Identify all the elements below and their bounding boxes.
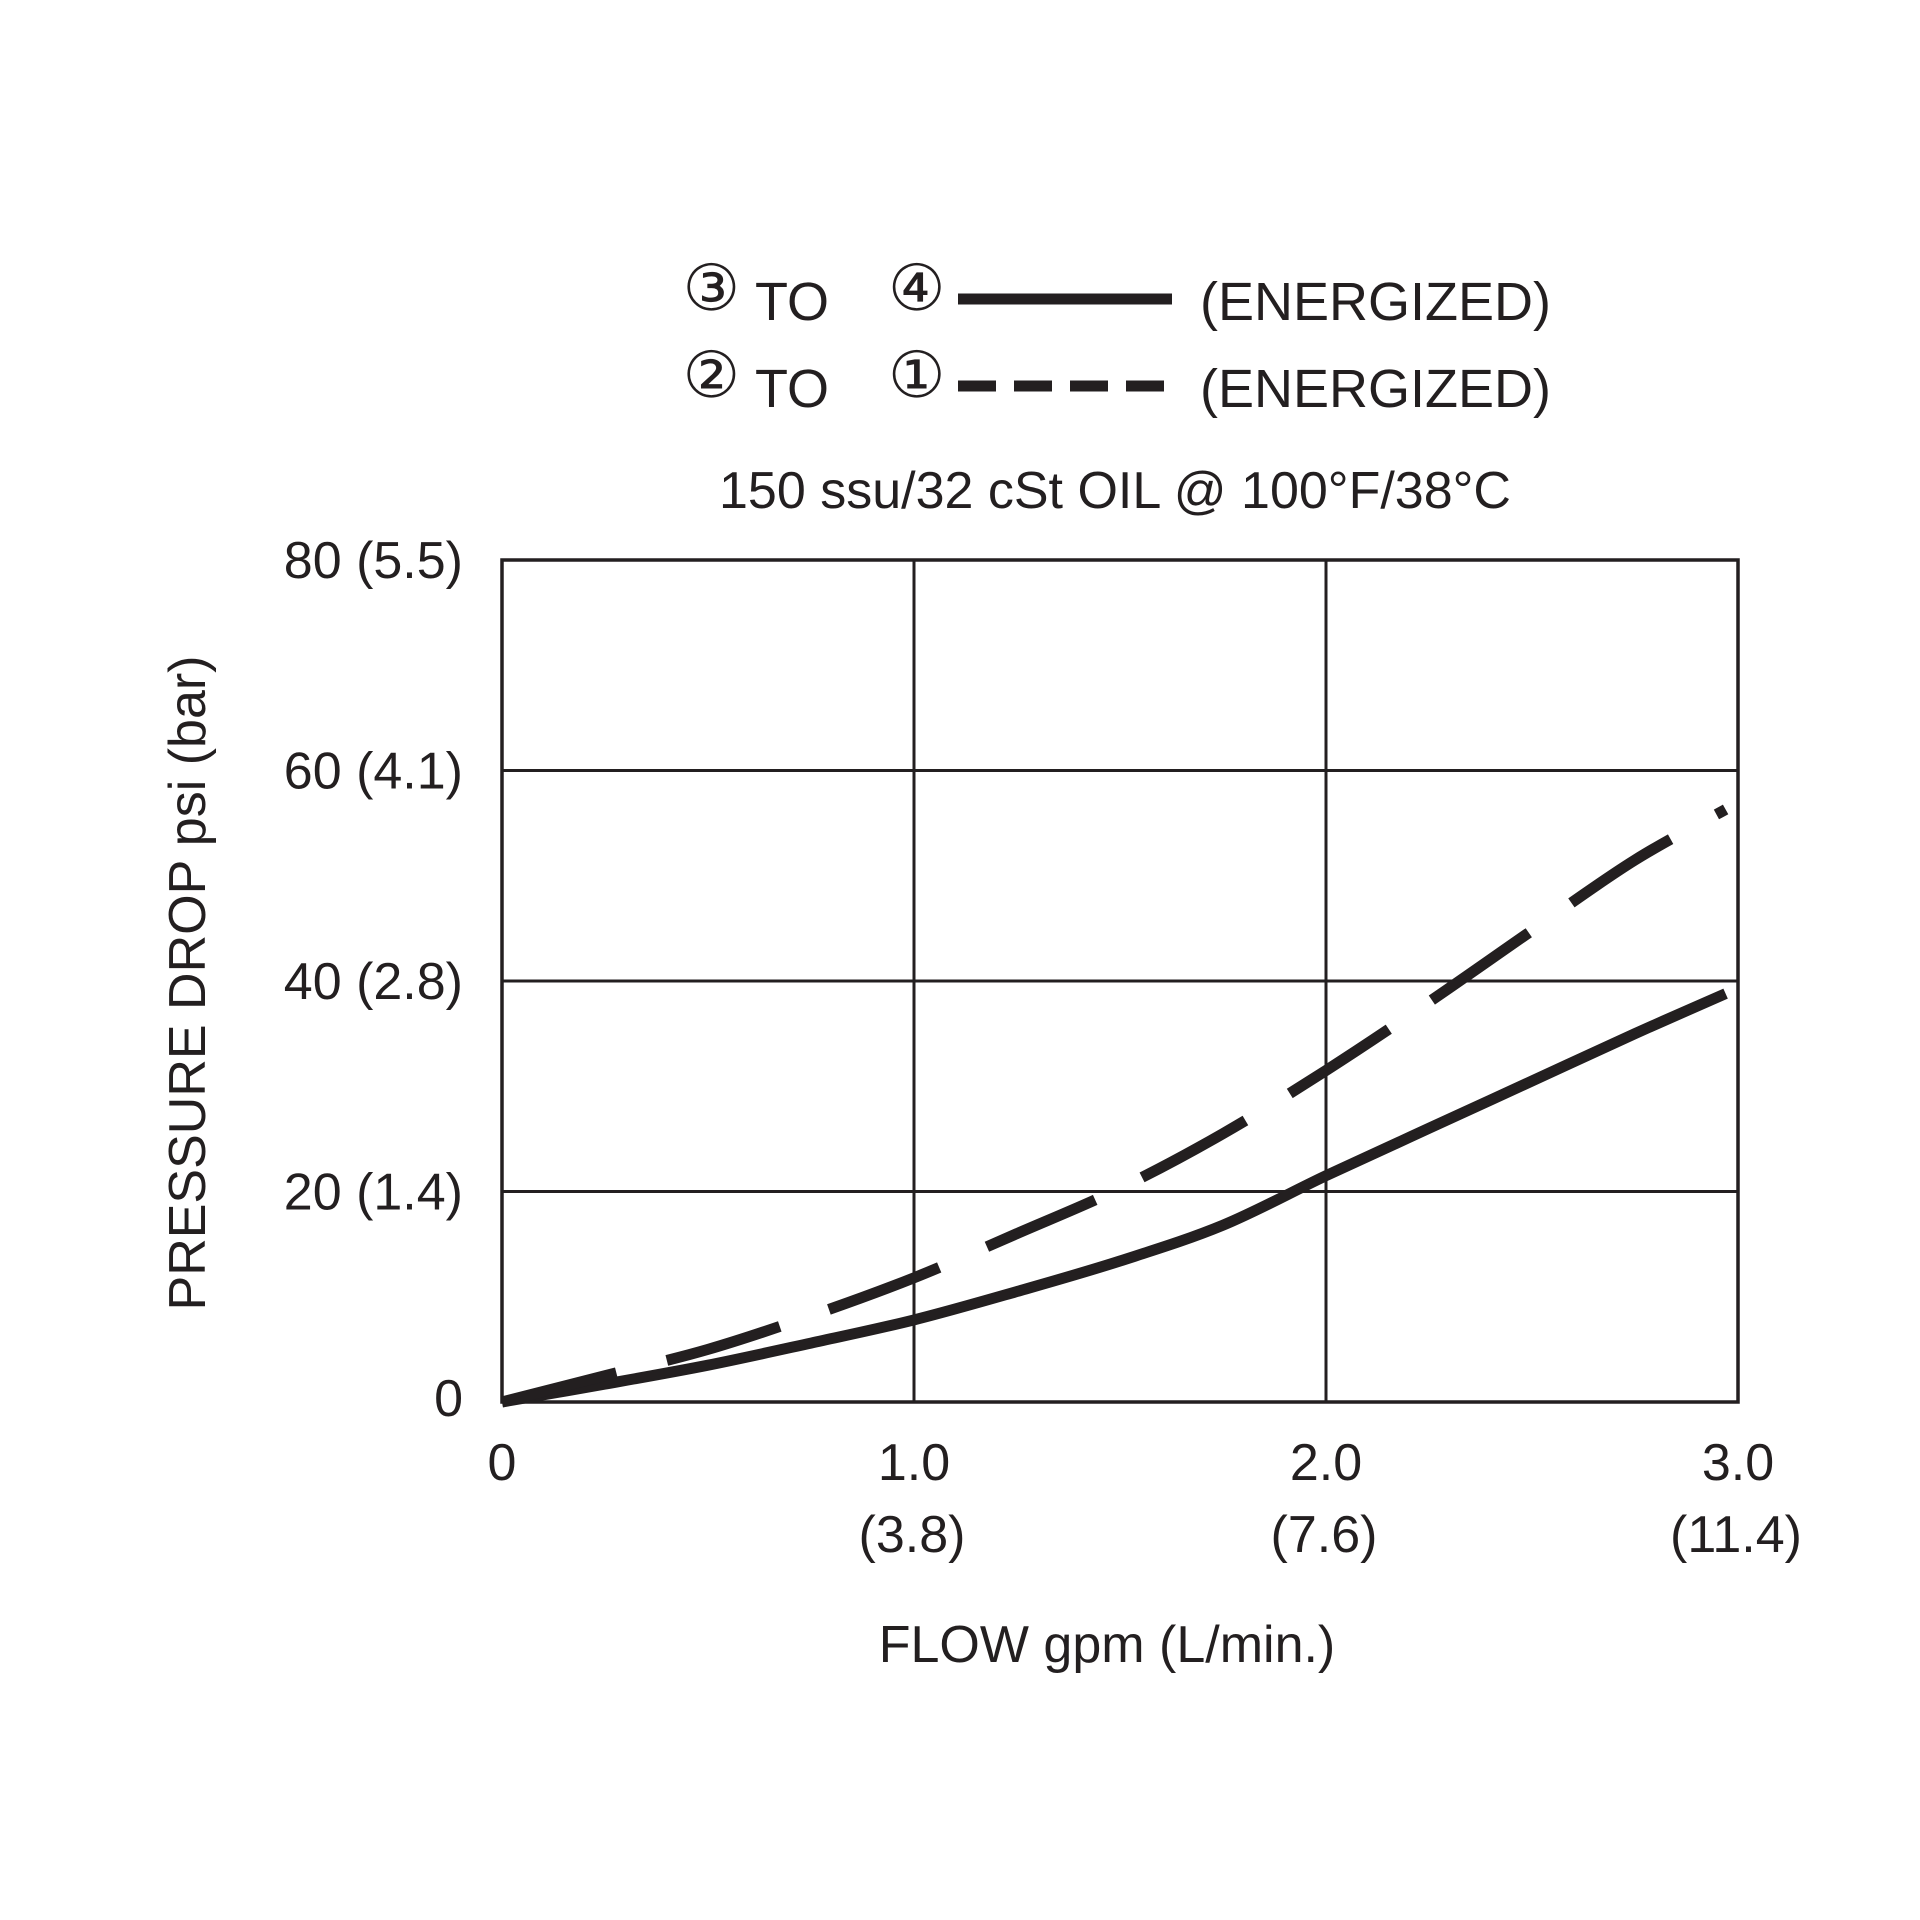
plot-frame — [500, 558, 1740, 1404]
x-tick-label: 0 — [488, 1434, 517, 1492]
y-tick-label-3: 60 (4.1) — [284, 743, 463, 801]
legend-connector-2: TO — [755, 359, 829, 419]
y-tick-label-2: 40 (2.8) — [284, 953, 463, 1011]
legend-to-port-1: ④ — [888, 252, 945, 324]
legend-from-port-2: ② — [683, 339, 740, 411]
x-tick-sublabel: (3.8) — [859, 1506, 966, 1564]
x-axis-title: FLOW gpm (L/min.) — [879, 1616, 1336, 1674]
y-tick-label-1: 20 (1.4) — [284, 1164, 463, 1222]
x-tick-0: 0 — [488, 1434, 517, 1492]
data-series — [500, 804, 1729, 1408]
legend-state-1: (ENERGIZED) — [1200, 272, 1551, 332]
grid-lines — [502, 560, 1738, 1402]
x-tick-sublabel: (7.6) — [1271, 1506, 1378, 1564]
x-tick-2: 2.0 (7.6) — [1271, 1434, 1378, 1564]
x-tick-1: 1.0 (3.8) — [859, 1434, 966, 1564]
legend-item-series-2: ② TO ① (ENERGIZED) — [683, 339, 1551, 419]
x-tick-label: 1.0 — [878, 1434, 950, 1492]
legend-state-2: (ENERGIZED) — [1200, 359, 1551, 419]
x-axis-ticks: 0 1.0 (3.8) 2.0 (7.6) 3.0 (11.4) — [488, 1434, 1802, 1564]
x-tick-3: 3.0 (11.4) — [1670, 1434, 1802, 1564]
chart-subtitle: 150 ssu/32 cSt OIL @ 100°F/38°C — [719, 462, 1511, 520]
legend-to-port-2: ① — [888, 339, 945, 411]
x-tick-sublabel: (11.4) — [1670, 1506, 1802, 1564]
legend-connector-1: TO — [755, 272, 829, 332]
y-axis-title: PRESSURE DROP psi (bar) — [159, 656, 217, 1311]
legend-from-port-1: ③ — [683, 252, 740, 324]
y-tick-label-4: 80 (5.5) — [284, 532, 463, 590]
legend: ③ TO ④ (ENERGIZED) ② TO ① (ENERGIZED) — [683, 252, 1551, 419]
legend-item-series-1: ③ TO ④ (ENERGIZED) — [683, 252, 1551, 332]
series-line-dashed — [500, 804, 1729, 1408]
x-tick-label: 3.0 — [1702, 1434, 1774, 1492]
y-tick-label-0: 0 — [434, 1370, 463, 1428]
x-tick-label: 2.0 — [1290, 1434, 1362, 1492]
y-axis-ticks: 0 20 (1.4) 40 (2.8) 60 (4.1) 80 (5.5) — [284, 532, 463, 1428]
series-line-solid — [501, 988, 1728, 1408]
